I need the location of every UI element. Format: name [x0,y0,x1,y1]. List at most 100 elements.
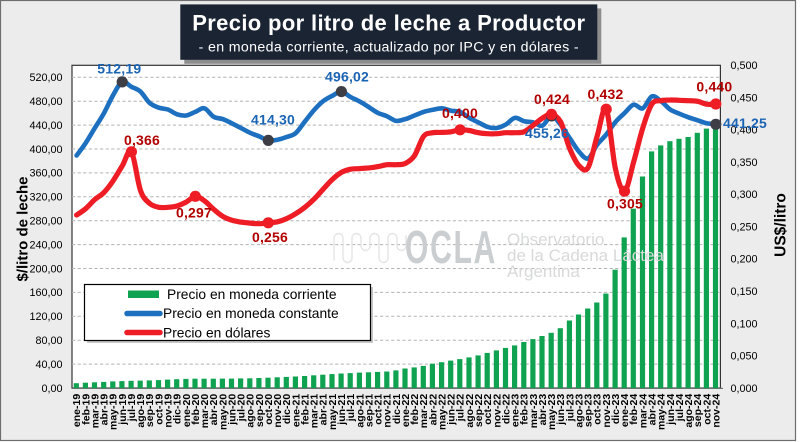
svg-text:feb-24: feb-24 [628,394,640,425]
svg-text:jul-21: jul-21 [345,394,357,423]
svg-text:mar-20: mar-20 [199,394,211,429]
svg-text:ene-19: ene-19 [71,394,83,427]
svg-text:may-20: may-20 [217,394,229,430]
svg-text:0,050: 0,050 [731,351,758,363]
svg-text:abr-22: abr-22 [427,394,439,426]
svg-text:jul-22: jul-22 [455,394,467,423]
svg-text:sep-23: sep-23 [583,394,595,427]
svg-text:0,440: 0,440 [696,78,732,94]
svg-text:jul-19: jul-19 [126,394,138,423]
svg-text:nov-20: nov-20 [272,394,284,428]
svg-text:nov-21: nov-21 [382,394,394,428]
svg-text:jun-21: jun-21 [336,394,348,426]
svg-text:Precio por litro de leche a Pr: Precio por litro de leche a Productor [192,10,585,35]
svg-text:mar-22: mar-22 [418,394,430,429]
svg-text:Argentina: Argentina [507,262,580,281]
svg-text:240,00: 240,00 [29,239,62,251]
svg-text:ene-23: ene-23 [510,394,522,427]
svg-text:abr-23: abr-23 [537,394,549,426]
svg-text:200,00: 200,00 [29,263,62,275]
svg-text:dic-23: dic-23 [610,394,622,425]
svg-text:mar-21: mar-21 [309,394,321,429]
svg-text:0,350: 0,350 [731,157,758,169]
svg-text:160,00: 160,00 [29,287,62,299]
svg-text:0,100: 0,100 [731,318,758,330]
svg-text:400,00: 400,00 [29,144,62,156]
svg-text:nov-24: nov-24 [710,394,722,428]
svg-text:0,256: 0,256 [252,229,288,245]
svg-text:Precio en dólares: Precio en dólares [163,325,270,340]
svg-text:0,250: 0,250 [731,221,758,233]
svg-text:ene-22: ene-22 [400,394,412,427]
svg-text:may-24: may-24 [656,394,668,430]
svg-text:sep-20: sep-20 [254,394,266,427]
svg-text:ene-21: ene-21 [290,394,302,427]
svg-text:nov-23: nov-23 [601,394,613,428]
svg-text:sep-22: sep-22 [473,394,485,427]
svg-text:de la Cadena Láctea: de la Cadena Láctea [507,246,664,265]
svg-text:nov-22: nov-22 [491,394,503,428]
svg-text:Observatorio: Observatorio [507,230,604,249]
svg-text:0,200: 0,200 [731,254,758,266]
svg-text:jun-19: jun-19 [117,394,129,426]
svg-text:280,00: 280,00 [29,216,62,228]
svg-text:mar-24: mar-24 [637,394,649,429]
svg-text:oct-22: oct-22 [482,394,494,425]
svg-text:120,00: 120,00 [29,311,62,323]
svg-text:0,424: 0,424 [534,91,570,107]
svg-text:ago-20: ago-20 [245,394,257,428]
svg-text:455,26: 455,26 [525,125,569,141]
svg-text:feb-22: feb-22 [409,394,421,425]
svg-text:0,400: 0,400 [731,125,758,137]
svg-text:0,400: 0,400 [442,105,478,121]
svg-text:0,000: 0,000 [731,383,758,395]
svg-text:Precio en moneda corriente: Precio en moneda corriente [167,287,337,302]
svg-text:oct-21: oct-21 [373,394,385,425]
svg-text:0,500: 0,500 [731,60,758,72]
svg-text:0,432: 0,432 [587,86,623,102]
svg-text:dic-19: dic-19 [172,394,184,425]
svg-text:dic-21: dic-21 [391,394,403,425]
svg-text:mar-23: mar-23 [528,394,540,429]
svg-text:512,19: 512,19 [97,61,141,77]
svg-text:0,305: 0,305 [607,195,643,211]
svg-text:mar-19: mar-19 [89,394,101,429]
svg-text:may-21: may-21 [327,394,339,430]
svg-text:360,00: 360,00 [29,168,62,180]
svg-text:abr-19: abr-19 [99,394,111,426]
svg-text:US$/litro: US$/litro [773,193,790,257]
svg-text:ago-23: ago-23 [573,394,585,428]
svg-text:0,297: 0,297 [176,204,212,220]
svg-text:dic-22: dic-22 [500,394,512,425]
svg-text:441,25: 441,25 [723,115,767,131]
svg-text:0,00: 0,00 [41,383,62,395]
svg-text:jul-23: jul-23 [564,394,576,423]
svg-text:jul-20: jul-20 [236,394,248,423]
svg-text:may-23: may-23 [546,394,558,430]
svg-text:feb-21: feb-21 [300,394,312,425]
svg-text:abr-24: abr-24 [647,394,659,426]
svg-text:$/litro de leche: $/litro de leche [15,176,32,281]
svg-text:440,00: 440,00 [29,120,62,132]
svg-text:ene-24: ene-24 [619,394,631,427]
svg-text:ago-19: ago-19 [135,394,147,428]
svg-text:jun-20: jun-20 [226,394,238,426]
svg-text:0,366: 0,366 [124,132,160,148]
svg-text:496,02: 496,02 [325,69,369,85]
svg-text:480,00: 480,00 [29,96,62,108]
svg-text:sep-19: sep-19 [144,394,156,427]
svg-text:jun-22: jun-22 [446,394,458,426]
svg-text:80,00: 80,00 [35,335,62,347]
svg-text:may-19: may-19 [108,394,120,430]
svg-text:ago-24: ago-24 [683,394,695,428]
svg-text:320,00: 320,00 [29,192,62,204]
svg-text:abr-20: abr-20 [208,394,220,426]
svg-text:- en moneda corriente, actuali: - en moneda corriente, actualizado por I… [199,40,579,56]
svg-text:Precio en moneda constante: Precio en moneda constante [163,306,339,321]
svg-text:oct-19: oct-19 [153,394,165,425]
svg-text:0,450: 0,450 [731,92,758,104]
svg-text:may-22: may-22 [437,394,449,430]
svg-text:abr-21: abr-21 [318,394,330,426]
svg-text:jun-24: jun-24 [665,394,677,426]
svg-text:OCLA: OCLA [405,223,497,274]
